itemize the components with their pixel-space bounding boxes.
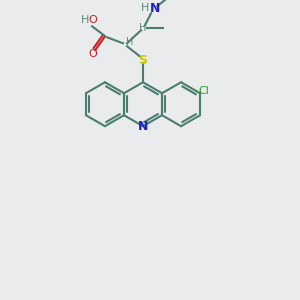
Text: O: O (89, 49, 98, 59)
Text: H: H (139, 23, 147, 33)
Text: N: N (138, 120, 148, 133)
Text: S: S (139, 54, 148, 67)
Text: H: H (81, 15, 89, 25)
Text: Cl: Cl (199, 86, 209, 96)
Text: O: O (89, 15, 98, 25)
Text: H: H (141, 3, 149, 13)
Text: N: N (150, 2, 160, 15)
Text: H: H (126, 37, 134, 47)
